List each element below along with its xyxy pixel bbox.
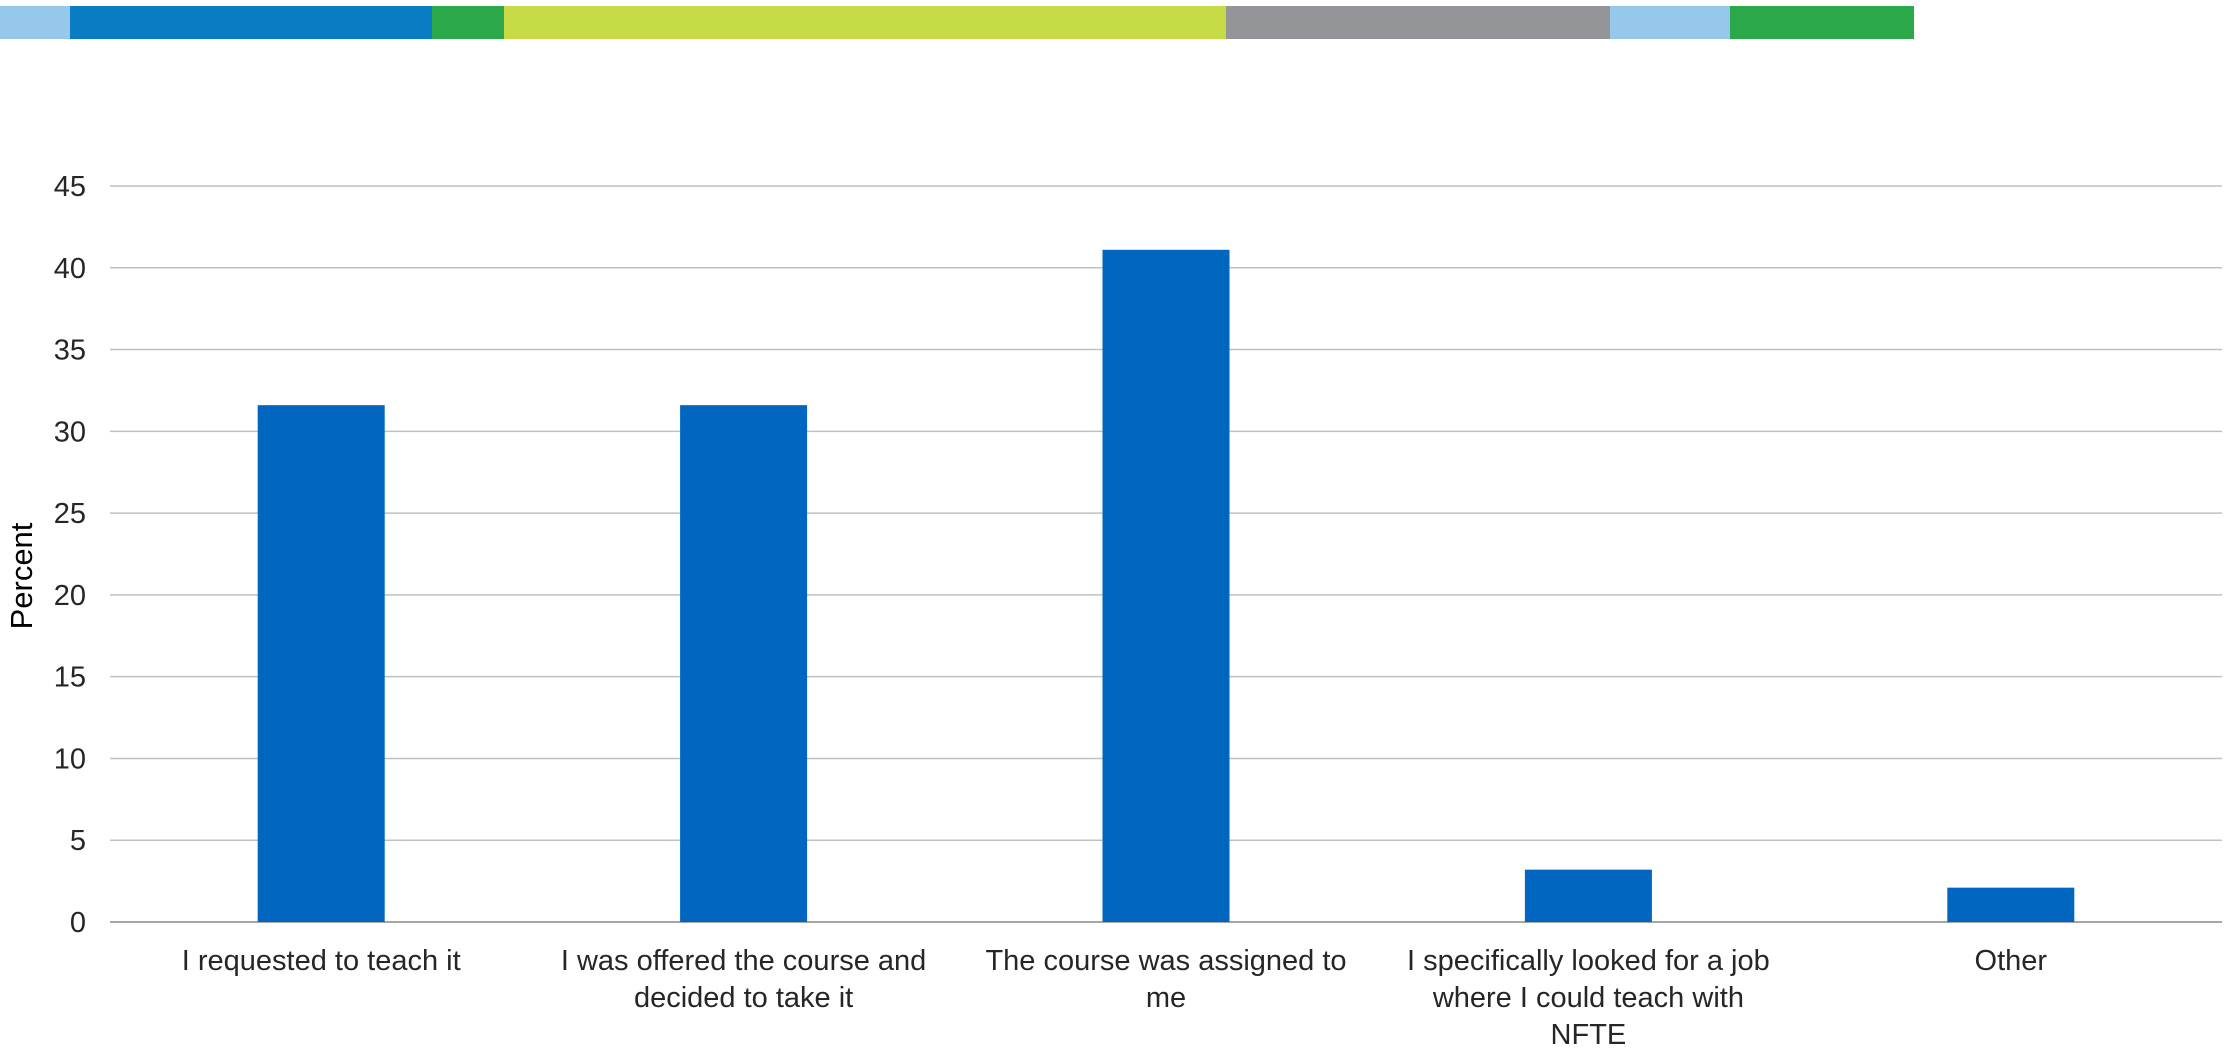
y-tick-label: 45 <box>54 171 86 203</box>
x-tick-label-line: me <box>1146 982 1186 1014</box>
y-tick-label: 10 <box>54 743 86 775</box>
stripe-segment <box>1730 6 1914 39</box>
x-tick-label-line: NFTE <box>1551 1019 1627 1051</box>
y-tick-label: 40 <box>54 253 86 285</box>
x-tick-label-line: I was offered the course and <box>561 945 926 977</box>
header-color-stripe <box>0 6 1914 39</box>
bar <box>1947 887 2075 922</box>
x-tick-label-line: decided to take it <box>634 982 853 1014</box>
stripe-segment <box>432 6 504 39</box>
y-tick-label: 15 <box>54 662 86 694</box>
x-tick-labels: I requested to teach it I was offered the… <box>182 945 2048 1051</box>
stripe-segment <box>0 6 70 39</box>
x-tick-label-line: I requested to teach it <box>182 945 461 977</box>
x-tick-label-line: where I could teach with <box>1432 982 1744 1014</box>
stripe-segment <box>1610 6 1730 39</box>
x-tick-label: I requested to teach it <box>182 945 461 977</box>
x-tick-label-line: The course was assigned to <box>985 945 1346 977</box>
x-tick-label: The course was assigned to me <box>985 945 1346 1014</box>
x-tick-label: I was offered the course and decided to t… <box>561 945 926 1014</box>
y-axis-label: Percent <box>4 522 39 629</box>
bar <box>680 405 808 923</box>
y-tick-label: 35 <box>54 335 86 367</box>
y-tick-label: 5 <box>70 825 86 857</box>
x-tick-label: Other <box>1975 945 2048 977</box>
stripe-segment <box>504 6 1226 39</box>
x-tick-label: I specifically looked for a job where I c… <box>1407 945 1770 1051</box>
bar <box>257 405 385 923</box>
y-tick-label: 20 <box>54 580 86 612</box>
stripe-segment <box>1226 6 1610 39</box>
y-tick-label: 25 <box>54 498 86 530</box>
y-tick-label: 0 <box>70 907 86 939</box>
y-tick-label: 30 <box>54 416 86 448</box>
bar <box>1524 869 1652 922</box>
bars <box>257 249 2075 923</box>
bar <box>1102 249 1230 922</box>
stripe-segment <box>70 6 432 39</box>
y-tick-labels: 0 5 10 15 20 25 30 35 40 45 <box>54 171 86 939</box>
x-tick-label-line: I specifically looked for a job <box>1407 945 1770 977</box>
x-tick-label-line: Other <box>1975 945 2048 977</box>
